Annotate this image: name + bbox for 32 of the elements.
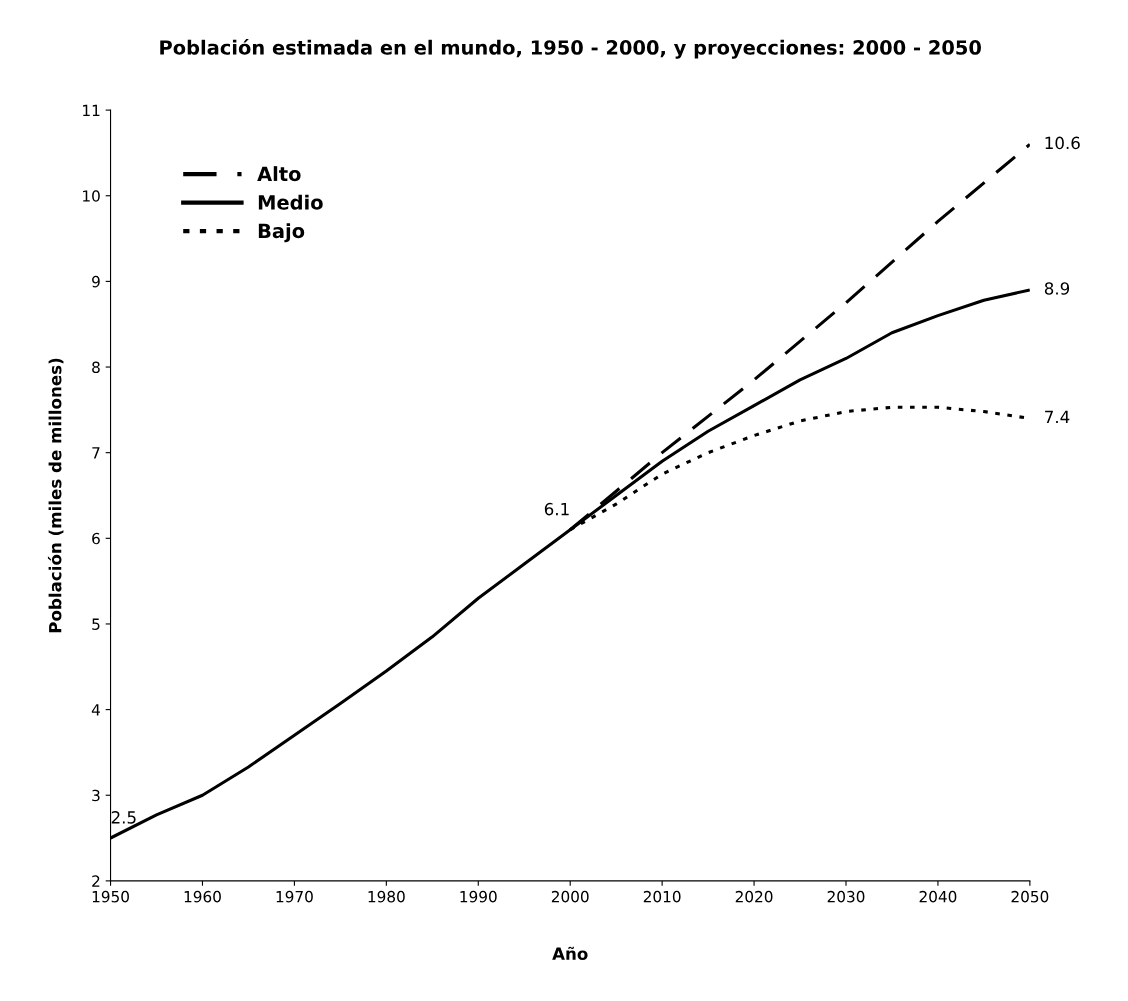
annotation: 10.6 xyxy=(1045,136,1080,150)
y-tick-label: 8 xyxy=(92,361,100,374)
x-tick-label: 2040 xyxy=(919,890,957,903)
y-tick-label: 6 xyxy=(92,532,100,545)
y-tick-label: 11 xyxy=(83,104,100,116)
annotation: 7.4 xyxy=(1045,410,1070,424)
y-axis-title: Población (miles de millones) xyxy=(47,358,64,633)
annotation: 8.9 xyxy=(1044,282,1070,295)
x-tick-label: 2030 xyxy=(827,890,865,903)
x-tick-label: 1960 xyxy=(184,890,221,903)
legend-label: Alto xyxy=(257,166,301,182)
x-tick-label: 2050 xyxy=(1011,890,1049,903)
y-tick-label: 9 xyxy=(92,275,100,288)
y-tick-label: 4 xyxy=(91,704,100,716)
x-tick-label: 2010 xyxy=(643,890,681,903)
annotation: 6.1 xyxy=(544,502,569,516)
x-tick-label: 2020 xyxy=(735,890,773,903)
chart-title: Población estimada en el mundo, 1950 - 2000, y proyecciones: 2000 - 2050 xyxy=(160,39,981,59)
y-tick-label: 2 xyxy=(92,875,100,887)
x-tick-label: 1980 xyxy=(368,890,405,903)
x-tick-label: 2000 xyxy=(551,890,589,903)
x-axis-title: Año xyxy=(552,946,588,960)
y-tick-label: 7 xyxy=(92,447,100,459)
legend-label: Bajo xyxy=(258,223,305,243)
x-tick-label: 1970 xyxy=(276,890,313,903)
y-tick-label: 3 xyxy=(92,789,100,802)
annotation: 2.5 xyxy=(111,811,136,824)
legend-label: Medio xyxy=(258,194,323,210)
y-tick-label: 10 xyxy=(83,190,100,202)
x-tick-label: 1950 xyxy=(92,890,129,903)
y-tick-label: 5 xyxy=(92,618,100,630)
x-tick-label: 1990 xyxy=(460,890,497,903)
